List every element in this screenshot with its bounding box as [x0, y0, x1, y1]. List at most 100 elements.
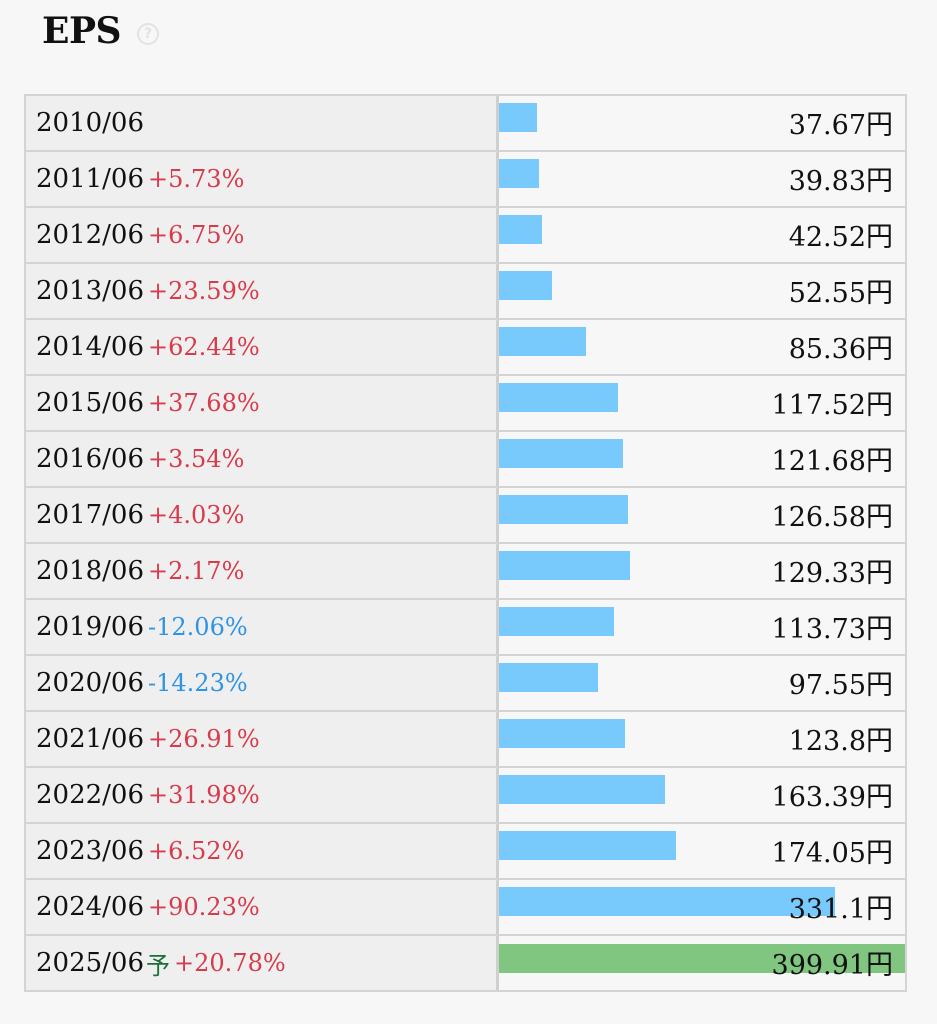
- value-cell: 42.52円: [499, 208, 905, 262]
- eps-value: 113.73円: [771, 614, 893, 645]
- cell-divider: [496, 544, 499, 598]
- eps-value: 37.67円: [788, 110, 893, 141]
- change-percent: -12.06%: [148, 613, 248, 641]
- period-cell: 2018/06 +2.17%: [26, 544, 496, 598]
- value-cell: 117.52円: [499, 376, 905, 430]
- change-percent: +62.44%: [148, 333, 260, 361]
- change-percent: +23.59%: [148, 277, 260, 305]
- period-label: 2011/06: [36, 164, 145, 194]
- eps-value: 126.58円: [771, 502, 893, 533]
- eps-bar: [499, 383, 618, 412]
- cell-divider: [496, 96, 499, 150]
- value-cell: 113.73円: [499, 600, 905, 654]
- value-cell: 126.58円: [499, 488, 905, 542]
- eps-value: 129.33円: [771, 558, 893, 589]
- period-cell: 2025/06 予 +20.78%: [26, 936, 496, 990]
- table-row: 2017/06 +4.03% 126.58円: [26, 488, 905, 542]
- value-cell: 399.91円: [499, 936, 905, 990]
- period-label: 2023/06: [36, 836, 145, 866]
- change-percent: +90.23%: [148, 893, 260, 921]
- eps-value: 42.52円: [788, 222, 893, 253]
- eps-bar: [499, 887, 835, 916]
- period-cell: 2015/06 +37.68%: [26, 376, 496, 430]
- table-row: 2014/06 +62.44% 85.36円: [26, 320, 905, 374]
- cell-divider: [496, 600, 499, 654]
- eps-value: 163.39円: [771, 782, 893, 813]
- period-cell: 2010/06: [26, 96, 496, 150]
- eps-bar: [499, 719, 625, 748]
- period-cell: 2022/06 +31.98%: [26, 768, 496, 822]
- period-cell: 2011/06 +5.73%: [26, 152, 496, 206]
- eps-bar: [499, 831, 676, 860]
- cell-divider: [496, 264, 499, 318]
- eps-bar: [499, 663, 598, 692]
- period-label: 2016/06: [36, 444, 145, 474]
- value-cell: 123.8円: [499, 712, 905, 766]
- cell-divider: [496, 320, 499, 374]
- eps-bar: [499, 215, 542, 244]
- period-cell: 2017/06 +4.03%: [26, 488, 496, 542]
- eps-bar: [499, 607, 614, 636]
- table-row: 2010/06 37.67円: [26, 96, 905, 150]
- cell-divider: [496, 824, 499, 878]
- table-row: 2018/06 +2.17% 129.33円: [26, 544, 905, 598]
- period-label: 2012/06: [36, 220, 145, 250]
- eps-value: 52.55円: [788, 278, 893, 309]
- change-percent: +3.54%: [148, 445, 245, 473]
- period-label: 2014/06: [36, 332, 145, 362]
- eps-value: 331.1円: [788, 894, 893, 925]
- table-row: 2011/06 +5.73% 39.83円: [26, 152, 905, 206]
- period-cell: 2023/06 +6.52%: [26, 824, 496, 878]
- change-percent: +20.78%: [174, 949, 286, 977]
- change-percent: +6.52%: [148, 837, 245, 865]
- cell-divider: [496, 376, 499, 430]
- period-cell: 2020/06 -14.23%: [26, 656, 496, 710]
- change-percent: +4.03%: [148, 501, 245, 529]
- value-cell: 163.39円: [499, 768, 905, 822]
- period-label: 2018/06: [36, 556, 145, 586]
- change-percent: +5.73%: [148, 165, 245, 193]
- change-percent: +2.17%: [148, 557, 245, 585]
- period-label: 2019/06: [36, 612, 145, 642]
- question-circle-icon[interactable]: ?: [137, 23, 160, 45]
- table-row: 2015/06 +37.68% 117.52円: [26, 376, 905, 430]
- table-row: 2022/06 +31.98% 163.39円: [26, 768, 905, 822]
- cell-divider: [496, 880, 499, 934]
- value-cell: 97.55円: [499, 656, 905, 710]
- cell-divider: [496, 936, 499, 990]
- forecast-eps-bar: [499, 944, 905, 973]
- eps-value: 85.36円: [788, 334, 893, 365]
- period-label: 2024/06: [36, 892, 145, 922]
- period-label: 2020/06: [36, 668, 145, 698]
- eps-bar: [499, 551, 630, 580]
- change-percent: -14.23%: [148, 669, 248, 697]
- forecast-mark: 予: [146, 951, 171, 980]
- change-percent: +6.75%: [148, 221, 245, 249]
- period-label: 2021/06: [36, 724, 145, 754]
- eps-bar: [499, 271, 552, 300]
- period-label: 2022/06: [36, 780, 145, 810]
- change-percent: +31.98%: [148, 781, 260, 809]
- period-cell: 2024/06 +90.23%: [26, 880, 496, 934]
- table-row: 2020/06 -14.23% 97.55円: [26, 656, 905, 710]
- eps-value: 39.83円: [788, 166, 893, 197]
- period-cell: 2016/06 +3.54%: [26, 432, 496, 486]
- cell-divider: [496, 152, 499, 206]
- eps-bar: [499, 439, 623, 468]
- table-row: 2025/06 予 +20.78% 399.91円: [26, 936, 905, 990]
- cell-divider: [496, 208, 499, 262]
- change-percent: +37.68%: [148, 389, 260, 417]
- cell-divider: [496, 488, 499, 542]
- eps-bar: [499, 327, 586, 356]
- period-label: 2010/06: [36, 108, 145, 138]
- period-cell: 2014/06 +62.44%: [26, 320, 496, 374]
- eps-value: 123.8円: [788, 726, 893, 757]
- value-cell: 39.83円: [499, 152, 905, 206]
- eps-value: 117.52円: [771, 390, 893, 421]
- period-label: 2015/06: [36, 388, 145, 418]
- chart-title: EPS: [42, 10, 122, 52]
- eps-bar: [499, 775, 665, 804]
- value-cell: 331.1円: [499, 880, 905, 934]
- header: EPS ?: [42, 6, 160, 56]
- value-cell: 121.68円: [499, 432, 905, 486]
